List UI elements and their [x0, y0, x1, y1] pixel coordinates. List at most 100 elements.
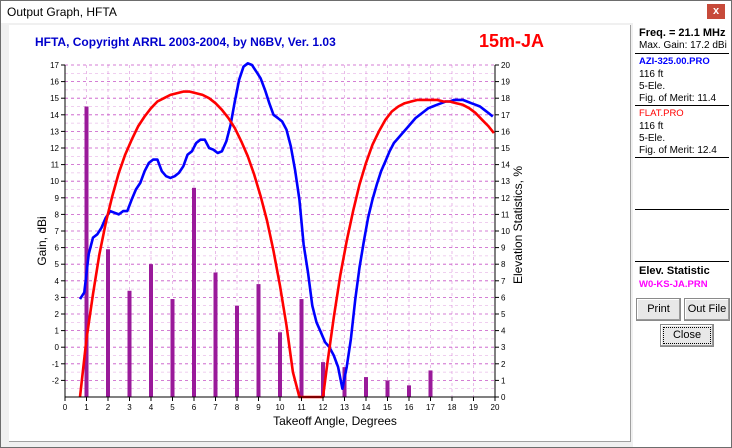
file1-name: AZI-325.00.PRO: [639, 56, 710, 67]
file2-height: 116 ft: [639, 121, 664, 132]
y-tick-label: 15: [50, 94, 59, 103]
x-tick-label: 8: [235, 403, 240, 412]
x-tick-label: 5: [170, 403, 175, 412]
x-tick-label: 20: [491, 403, 500, 412]
y2-tick-label: 14: [501, 161, 510, 170]
y2-tick-label: 4: [501, 327, 506, 336]
elevation-chart: HFTA, Copyright ARRL 2003-2004, by N6BV,…: [35, 31, 544, 428]
elevation-bar: [192, 187, 196, 397]
elevation-bar: [213, 272, 218, 397]
y-tick-label: 13: [50, 127, 59, 136]
divider: [635, 261, 729, 262]
y-tick-label: 8: [55, 210, 60, 219]
y2-tick-label: 17: [501, 111, 510, 120]
y2-tick-label: 16: [501, 127, 510, 136]
y2-tick-label: 2: [501, 360, 506, 369]
chart-area: HFTA, Copyright ARRL 2003-2004, by N6BV,…: [9, 25, 631, 442]
divider: [635, 157, 729, 158]
y-tick-label: 17: [50, 61, 59, 70]
y-tick-label: 2: [55, 310, 60, 319]
elevation-bar: [278, 332, 282, 397]
y2-tick-label: 6: [501, 293, 506, 302]
y2-tick-label: 20: [501, 61, 510, 70]
divider: [635, 53, 729, 54]
y2-tick-label: 11: [501, 210, 510, 219]
y-tick-label: 3: [55, 293, 60, 302]
close-button-label: Close: [672, 329, 702, 341]
x-tick-label: 7: [213, 403, 218, 412]
y2-tick-label: 3: [501, 343, 506, 352]
file1-height: 116 ft: [639, 69, 664, 80]
y2-tick-label: 7: [501, 277, 506, 286]
elevation-bar: [407, 385, 411, 397]
elevation-bar: [127, 290, 132, 397]
y2-tick-label: 18: [501, 94, 510, 103]
x-tick-label: 17: [426, 403, 435, 412]
x-tick-label: 6: [192, 403, 197, 412]
y-tick-label: 10: [50, 177, 59, 186]
y2-tick-label: 9: [501, 244, 506, 253]
window-close-icon[interactable]: x: [707, 4, 725, 19]
elevation-bar: [364, 377, 368, 397]
close-button[interactable]: Close: [660, 324, 714, 347]
side-panel: Freq. = 21.1 MHz Max. Gain: 17.2 dBi AZI…: [633, 23, 731, 447]
y2-tick-label: 5: [501, 310, 506, 319]
out-file-button[interactable]: Out File: [684, 298, 730, 321]
file2-merit: Fig. of Merit: 12.4: [639, 145, 717, 156]
x-tick-label: 18: [448, 403, 457, 412]
y2-tick-label: 12: [501, 194, 510, 203]
elevation-bar: [235, 305, 239, 397]
divider: [635, 105, 729, 106]
x-tick-label: 2: [106, 403, 111, 412]
elevation-bar: [428, 370, 433, 397]
elevation-bar: [321, 362, 325, 397]
x-tick-label: 1: [84, 403, 89, 412]
elevation-bar: [385, 380, 390, 397]
series-line: [78, 90, 495, 399]
y2-tick-label: 13: [501, 177, 510, 186]
y-tick-label: 1: [55, 327, 60, 336]
y2-axis-label: Elevation Statistics, %: [511, 166, 525, 284]
elevation-bar: [299, 299, 304, 397]
band-label: 15m-JA: [479, 31, 544, 51]
y-tick-label: -2: [52, 376, 60, 385]
y-tick-label: 5: [55, 260, 60, 269]
x-tick-label: 0: [63, 403, 68, 412]
file1-merit: Fig. of Merit: 11.4: [639, 93, 717, 104]
elevation-bar: [106, 249, 110, 397]
x-tick-label: 16: [405, 403, 414, 412]
y2-tick-label: 0: [501, 393, 506, 402]
frequency-text: Freq. = 21.1 MHz: [639, 27, 726, 39]
y2-tick-label: 8: [501, 260, 506, 269]
elev-statistic-file: W0-KS-JA.PRN: [639, 279, 708, 290]
x-tick-label: 14: [362, 403, 371, 412]
x-axis-label: Takeoff Angle, Degrees: [273, 414, 397, 428]
elevation-bar: [170, 299, 175, 397]
y-tick-label: 9: [55, 194, 60, 203]
elevation-bar: [84, 106, 89, 397]
y2-tick-label: 10: [501, 227, 510, 236]
y-tick-label: 6: [55, 244, 60, 253]
y2-tick-label: 19: [501, 78, 510, 87]
gain-lines: [78, 61, 495, 399]
y2-tick-label: 1: [501, 376, 506, 385]
elev-statistic-title: Elev. Statistic: [639, 265, 710, 277]
y-axis-label: Gain, dBi: [35, 216, 49, 265]
y-tick-label: 16: [50, 78, 59, 87]
max-gain-text: Max. Gain: 17.2 dBi: [639, 40, 727, 51]
file2-name: FLAT.PRO: [639, 108, 684, 119]
series-line: [78, 61, 494, 391]
file2-elements: 5-Ele.: [639, 133, 666, 144]
print-button[interactable]: Print: [636, 298, 681, 321]
x-tick-label: 11: [297, 403, 306, 412]
x-tick-label: 3: [127, 403, 132, 412]
elevation-bar: [256, 284, 261, 397]
x-tick-label: 13: [340, 403, 349, 412]
x-tick-label: 10: [276, 403, 285, 412]
y-tick-label: 4: [55, 277, 60, 286]
x-tick-label: 9: [256, 403, 261, 412]
title-bar: Output Graph, HFTA x: [1, 1, 731, 23]
x-tick-label: 15: [383, 403, 392, 412]
y-tick-label: 12: [50, 144, 59, 153]
